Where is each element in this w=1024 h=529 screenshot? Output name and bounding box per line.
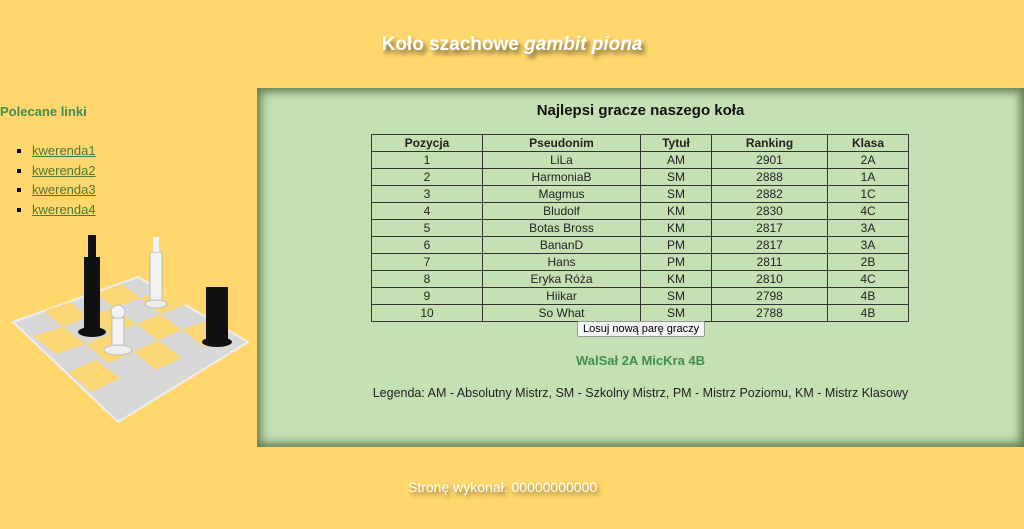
link-kwerenda4[interactable]: kwerenda4 [32, 201, 96, 217]
sidebar: Polecane linki kwerenda1 kwerenda2 kwere… [0, 100, 257, 219]
table-cell: 2B [827, 253, 909, 271]
links-list: kwerenda1 kwerenda2 kwerenda3 kwerenda4 [0, 141, 257, 219]
table-row: 2 HarmoniaB SM 2888 1A [371, 168, 909, 186]
table-cell: 10 [371, 304, 483, 322]
table-row: 5 Botas Bross KM 2817 3A [371, 219, 909, 237]
table-cell: 1C [827, 185, 909, 203]
black-rook-icon [202, 287, 232, 347]
col-header: Ranking [711, 134, 828, 152]
table-row: 4 Bludolf KM 2830 4C [371, 202, 909, 220]
table-heading: Najlepsi gracze naszego koła [536, 102, 745, 119]
col-header: Tytuł [640, 134, 712, 152]
table-cell: SM [640, 287, 712, 305]
table-cell: 2798 [711, 287, 828, 305]
table-cell: 2810 [711, 270, 828, 288]
page-title: Koło szachowe gambit piona [381, 34, 643, 55]
col-header: Pozycja [371, 134, 483, 152]
drawn-pair: WalSał 2A MicKra 4B [575, 353, 706, 368]
table-cell: 4B [827, 287, 909, 305]
legend: Legenda: AM - Absolutny Mistrz, SM - Szk… [372, 386, 909, 400]
table-cell: 3 [371, 185, 483, 203]
table-cell: 2901 [711, 151, 828, 169]
table-cell: Magmus [482, 185, 641, 203]
list-item: kwerenda1 [32, 141, 257, 161]
footer: Stronę wykonał: 00000000000 [408, 479, 598, 495]
table-cell: PM [640, 236, 712, 254]
link-kwerenda3[interactable]: kwerenda3 [32, 182, 96, 197]
white-king-icon [144, 237, 168, 309]
draw-pair-button[interactable]: Losuj nową parę graczy [577, 321, 706, 337]
table-cell: So What [482, 304, 641, 322]
link-kwerenda1[interactable]: kwerenda1 [32, 143, 96, 158]
table-cell: SM [640, 168, 712, 186]
table-row: 6 BananD PM 2817 3A [371, 236, 909, 254]
table-cell: SM [640, 185, 712, 203]
table-cell: 5 [371, 219, 483, 237]
table-cell: 7 [371, 253, 483, 271]
table-cell: 2882 [711, 185, 828, 203]
table-cell: PM [640, 253, 712, 271]
table-cell: 4 [371, 202, 483, 220]
table-cell: 2888 [711, 168, 828, 186]
list-item: kwerenda3 [32, 180, 257, 200]
table-cell: 4C [827, 270, 909, 288]
black-king-icon [78, 235, 106, 337]
table-row: 9 Hiikar SM 2798 4B [371, 287, 909, 305]
table-cell: Eryka Róża [482, 270, 641, 288]
table-row: 8 Eryka Róża KM 2810 4C [371, 270, 909, 288]
table-cell: KM [640, 202, 712, 220]
table-cell: SM [640, 304, 712, 322]
white-pawn-icon [103, 304, 133, 356]
table-cell: 2811 [711, 253, 828, 271]
list-item: kwerenda2 [32, 161, 257, 181]
table-cell: 2788 [711, 304, 828, 322]
table-cell: 3A [827, 219, 909, 237]
sidebar-heading: Polecane linki [0, 104, 87, 119]
table-cell: 2 [371, 168, 483, 186]
col-header: Pseudonim [482, 134, 641, 152]
table-cell: 4B [827, 304, 909, 322]
table-row: 3 Magmus SM 2882 1C [371, 185, 909, 203]
table-cell: Botas Bross [482, 219, 641, 237]
table-row: 1 LiLa AM 2901 2A [371, 151, 909, 169]
table-cell: 1 [371, 151, 483, 169]
table-cell: 2A [827, 151, 909, 169]
main-panel: Najlepsi gracze naszego koła Pozycja Pse… [257, 88, 1024, 447]
list-item: kwerenda4 [32, 200, 257, 220]
table-row: 7 Hans PM 2811 2B [371, 253, 909, 271]
table-cell: 8 [371, 270, 483, 288]
col-header: Klasa [827, 134, 909, 152]
table-cell: 2830 [711, 202, 828, 220]
table-cell: 3A [827, 236, 909, 254]
table-cell: 1A [827, 168, 909, 186]
table-row: 10 So What SM 2788 4B [371, 304, 909, 322]
table-cell: 2817 [711, 236, 828, 254]
table-cell: LiLa [482, 151, 641, 169]
table-cell: BananD [482, 236, 641, 254]
table-cell: KM [640, 219, 712, 237]
chess-image [11, 235, 250, 424]
table-cell: AM [640, 151, 712, 169]
table-cell: 9 [371, 287, 483, 305]
table-cell: Hiikar [482, 287, 641, 305]
table-cell: KM [640, 270, 712, 288]
table-cell: HarmoniaB [482, 168, 641, 186]
table-cell: 4C [827, 202, 909, 220]
table-cell: Bludolf [482, 202, 641, 220]
table-cell: Hans [482, 253, 641, 271]
table-cell: 6 [371, 236, 483, 254]
table-cell: 2817 [711, 219, 828, 237]
link-kwerenda2[interactable]: kwerenda2 [32, 162, 96, 178]
